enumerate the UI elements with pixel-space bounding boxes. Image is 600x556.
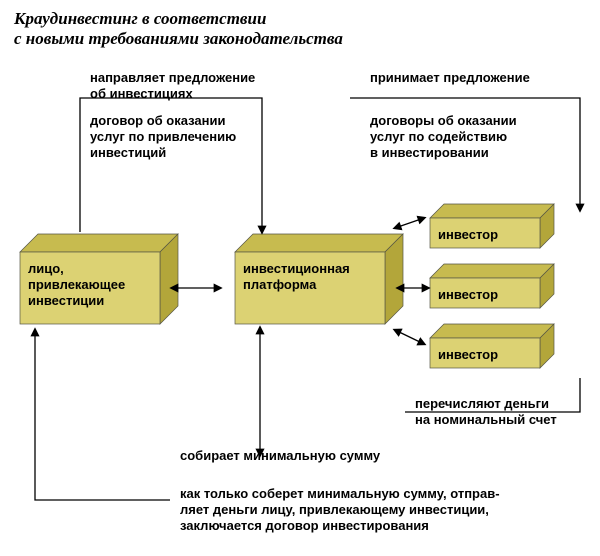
box-label-org: привлекающее	[28, 277, 125, 292]
caption-offer: об инвестициях	[90, 86, 193, 101]
arrow-3	[395, 218, 424, 228]
caption-send: заключается договор инвестирования	[180, 518, 429, 533]
diagram-title-line2: с новыми требованиями законодательства	[14, 29, 343, 48]
box-org: лицо,привлекающееинвестиции	[20, 234, 178, 324]
caption-accept: принимает предложение	[370, 70, 530, 85]
caption-contract1: услуг по привлечению	[90, 129, 236, 144]
diagram-title: Краудинвестинг в соответствии	[13, 9, 266, 28]
caption-send: как только соберет минимальную сумму, от…	[180, 486, 500, 501]
box-label-org: инвестиции	[28, 293, 104, 308]
caption-transfer: перечисляют деньги	[415, 396, 549, 411]
box-label-platform: платформа	[243, 277, 317, 292]
box-label-inv1: инвестор	[438, 227, 498, 242]
caption-contract1: договор об оказании	[90, 113, 225, 128]
box-inv1: инвестор	[430, 204, 554, 248]
box-label-platform: инвестиционная	[243, 261, 350, 276]
box-inv2: инвестор	[430, 264, 554, 308]
box-label-inv3: инвестор	[438, 347, 498, 362]
box-platform: инвестиционнаяплатформа	[235, 234, 403, 324]
caption-contract1: инвестиций	[90, 145, 166, 160]
box-label-org: лицо,	[28, 261, 64, 276]
caption-contract2: в инвестировании	[370, 145, 489, 160]
arrow-8	[35, 330, 170, 500]
caption-send: ляет деньги лицу, привлекающему инвестиц…	[180, 502, 489, 517]
arrow-5	[395, 330, 424, 344]
box-label-inv2: инвестор	[438, 287, 498, 302]
box-inv3: инвестор	[430, 324, 554, 368]
caption-contract2: услуг по содействию	[370, 129, 507, 144]
caption-transfer: на номинальный счет	[415, 412, 557, 427]
caption-collect: собирает минимальную сумму	[180, 448, 381, 463]
caption-contract2: договоры об оказании	[370, 113, 517, 128]
caption-offer: направляет предложение	[90, 70, 255, 85]
